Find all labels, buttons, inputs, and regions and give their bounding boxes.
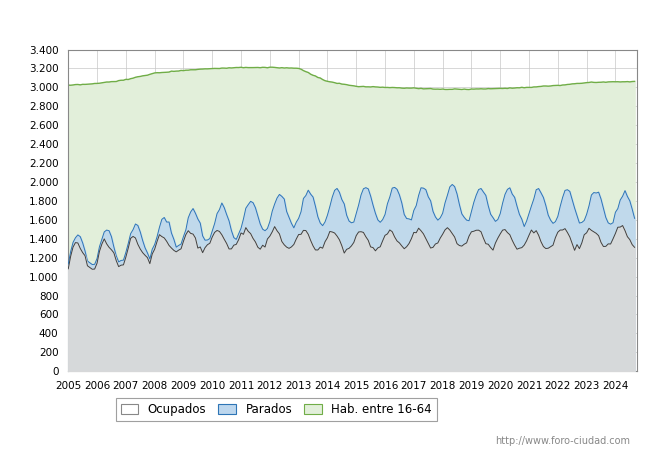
Text: http://www.foro-ciudad.com: http://www.foro-ciudad.com xyxy=(495,436,630,446)
Text: Lodosa - Evolucion de la poblacion en edad de Trabajar Septiembre de 2024: Lodosa - Evolucion de la poblacion en ed… xyxy=(71,17,579,30)
Legend: Ocupados, Parados, Hab. entre 16-64: Ocupados, Parados, Hab. entre 16-64 xyxy=(116,398,437,421)
